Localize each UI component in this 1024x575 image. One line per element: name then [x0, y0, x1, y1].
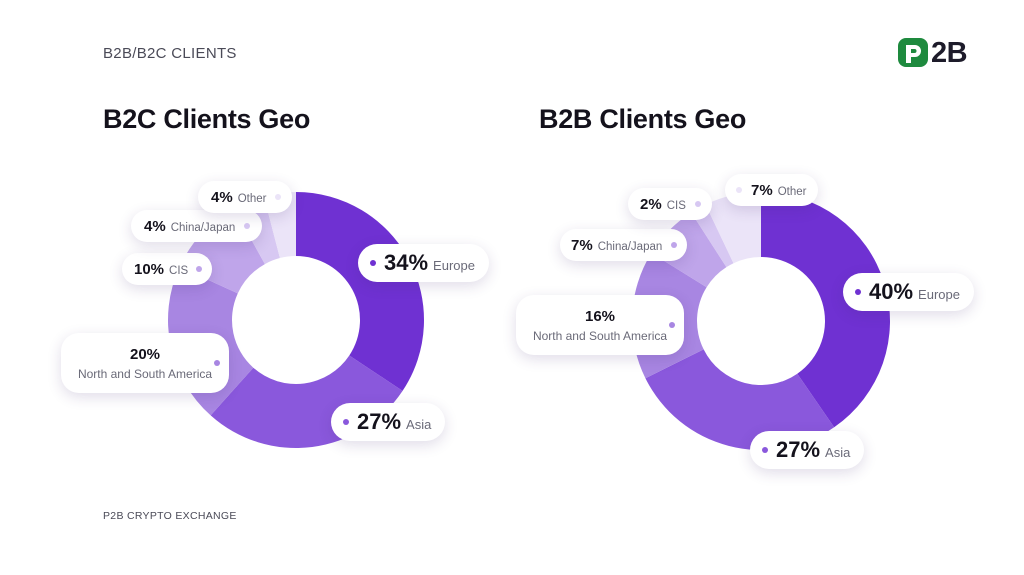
b2b-slice-europe: [761, 192, 890, 428]
legend-dot: [762, 447, 768, 453]
b2b-china-japan-value: 7%: [571, 236, 593, 254]
b2c-china-japan-value: 4%: [144, 217, 166, 235]
p2b-logo: 2B: [897, 36, 973, 72]
b2c-china-japan-label: China/Japan: [170, 221, 236, 234]
b2c-asia-label: Asia: [406, 417, 432, 432]
footer-label: P2B CRYPTO EXCHANGE: [103, 510, 237, 522]
b2c-other-label: Other: [237, 192, 267, 205]
legend-dot: [196, 266, 203, 272]
legend-dot: [214, 360, 220, 366]
legend-dot: [694, 201, 701, 207]
section-label: B2B/B2C CLIENTS: [103, 45, 237, 62]
b2c-cis-value: 10%: [134, 260, 165, 278]
b2c-other-value: 4%: [211, 188, 233, 206]
b2c-americas-value: 20%: [129, 345, 161, 363]
b2c-slice-europe: [296, 192, 425, 391]
logo-mark-icon: [898, 38, 928, 67]
legend-dot: [275, 194, 282, 200]
b2b-americas-value: 16%: [584, 307, 616, 325]
b2c-europe-label: Europe: [433, 258, 475, 273]
b2b-americas-label: North and South America: [532, 328, 668, 343]
b2b-china-japan-label: China/Japan: [597, 240, 663, 253]
legend-dot: [370, 260, 376, 266]
b2b-asia-label: Asia: [825, 445, 851, 460]
b2c-chart-title: B2C Clients Geo: [103, 104, 311, 134]
legend-dot: [343, 419, 349, 425]
b2b-other-label: Other: [777, 185, 807, 198]
b2b-callout-cis: 2% CIS: [628, 188, 712, 220]
b2c-cis-label: CIS: [169, 264, 189, 277]
legend-dot: [671, 242, 678, 248]
b2b-asia-value: 27%: [776, 437, 821, 462]
legend-dot: [855, 289, 861, 295]
b2b-cis-label: CIS: [666, 199, 686, 212]
b2c-americas-label: North and South America: [77, 366, 213, 381]
b2c-asia-value: 27%: [357, 409, 402, 434]
legend-dot: [669, 322, 675, 328]
legend-dot: [244, 223, 251, 229]
b2c-callout-asia: 27% Asia: [331, 403, 446, 441]
legend-dot: [736, 187, 742, 193]
b2c-callout-cis: 10% CIS: [122, 253, 213, 285]
b2b-callout-asia: 27% Asia: [750, 431, 865, 469]
b2b-slice-asia: [645, 349, 835, 450]
b2b-slice-other: [705, 192, 761, 264]
b2b-callout-china-japan: 7% China/Japan: [560, 229, 688, 261]
b2b-europe-value: 40%: [869, 279, 914, 304]
b2c-europe-value: 34%: [384, 250, 429, 275]
b2b-cis-value: 2%: [640, 195, 662, 213]
b2c-callout-china-japan: 4% China/Japan: [131, 210, 263, 242]
b2b-callout-other: 7% Other: [725, 174, 819, 206]
b2b-other-value: 7%: [751, 181, 773, 199]
b2b-slice-cis: [691, 204, 734, 268]
b2c-callout-other: 4% Other: [198, 181, 293, 213]
b2b-europe-label: Europe: [918, 287, 960, 302]
logo-text: 2B: [931, 37, 968, 69]
b2c-callout-europe: 34% Europe: [358, 244, 489, 282]
b2b-callout-americas: 16% North and South America: [516, 295, 684, 355]
b2b-chart-title: B2B Clients Geo: [539, 104, 747, 134]
b2c-callout-americas: 20% North and South America: [61, 333, 229, 393]
b2b-callout-europe: 40% Europe: [843, 273, 974, 311]
